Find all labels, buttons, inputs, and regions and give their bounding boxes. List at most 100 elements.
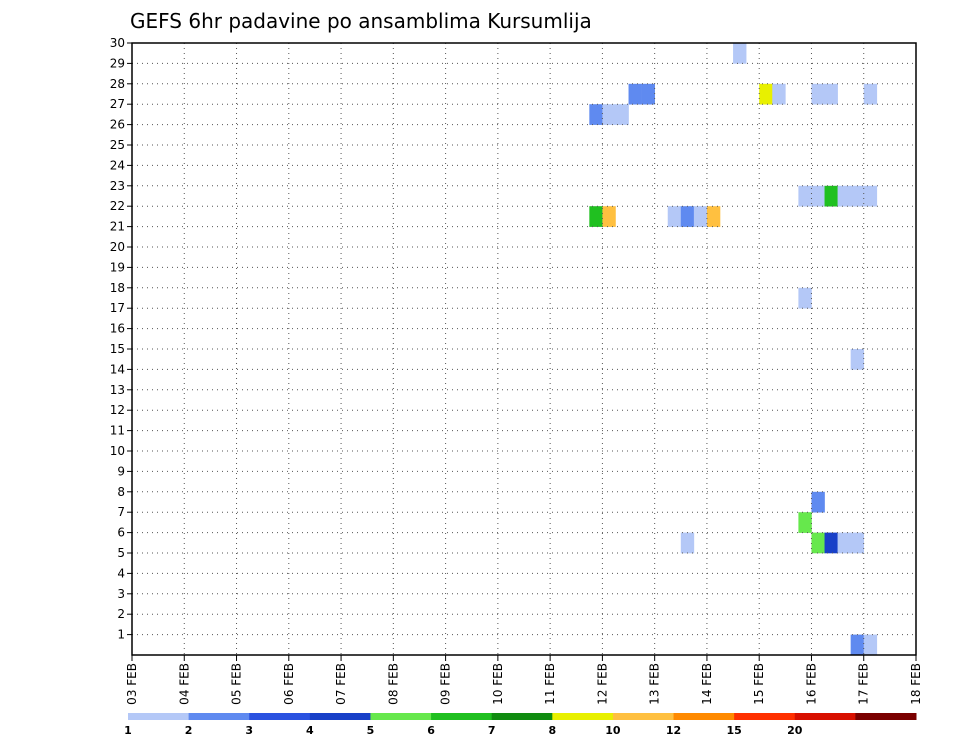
heatmap-cell-27	[680, 532, 695, 554]
y-tick-label-30: 30	[110, 36, 125, 50]
legend-label-0: 1	[124, 724, 132, 737]
y-tick-label-7: 7	[117, 505, 125, 519]
heatmap-cell-12	[811, 185, 825, 207]
legend-label-8: 10	[605, 724, 621, 737]
legend-swatch-7	[552, 713, 614, 720]
x-tick-label-2: 05 FEB	[230, 663, 244, 705]
heatmap-cell-2	[641, 83, 655, 105]
heatmap-cell-23	[798, 287, 812, 309]
x-tick-label-12: 15 FEB	[752, 663, 766, 705]
heatmap-cell-13	[824, 185, 838, 207]
y-tick-label-21: 21	[110, 220, 125, 234]
y-tick-label-28: 28	[110, 77, 125, 91]
heatmap-cell-1	[628, 83, 642, 105]
x-tick-label-7: 10 FEB	[491, 663, 505, 705]
heatmap-cell-22	[706, 206, 721, 227]
x-tick-label-3: 06 FEB	[282, 663, 296, 705]
y-tick-label-10: 10	[110, 444, 125, 458]
x-tick-label-0: 03 FEB	[125, 663, 139, 705]
y-tick-label-20: 20	[110, 240, 125, 254]
heatmap-cell-7	[863, 83, 878, 105]
x-tick-label-10: 13 FEB	[648, 663, 662, 705]
legend-swatch-1	[188, 713, 250, 720]
heatmap-cell-11	[798, 185, 812, 207]
y-tick-label-6: 6	[117, 526, 125, 540]
plot-frame	[131, 42, 917, 656]
y-tick-label-4: 4	[117, 566, 125, 580]
heatmap-cell-0	[733, 43, 747, 64]
y-tick-label-26: 26	[110, 118, 125, 132]
y-tick-label-12: 12	[110, 403, 125, 417]
x-tick-label-11: 14 FEB	[700, 663, 714, 705]
legend-swatch-11	[794, 713, 856, 720]
x-tick-label-8: 11 FEB	[543, 663, 557, 705]
y-tick-label-18: 18	[110, 281, 125, 295]
heatmap-cell-6	[824, 83, 838, 105]
heatmap-cell-25	[811, 491, 825, 513]
heatmap-cell-9	[602, 104, 616, 125]
y-tick-label-24: 24	[110, 158, 125, 172]
legend-swatch-5	[431, 713, 493, 720]
heatmap-cell-32	[850, 634, 865, 656]
legend-label-10: 15	[726, 724, 741, 737]
legend-label-1: 2	[185, 724, 193, 737]
legend-swatch-10	[734, 713, 796, 720]
heatmap-cell-18	[602, 206, 616, 227]
legend-swatch-0	[128, 713, 190, 720]
cells-layer	[589, 43, 878, 656]
legend-label-3: 4	[306, 724, 314, 737]
legend-swatch-8	[612, 713, 675, 720]
heatmap-cell-33	[863, 634, 878, 656]
heatmap-cell-4	[772, 83, 786, 105]
x-tick-label-6: 09 FEB	[439, 663, 453, 705]
y-tick-label-22: 22	[110, 199, 125, 213]
legend-swatch-12	[855, 713, 917, 720]
heatmap-cell-15	[850, 185, 865, 207]
heatmap-cell-16	[863, 185, 878, 207]
y-tick-label-11: 11	[110, 424, 125, 438]
y-tick-label-27: 27	[110, 97, 125, 111]
y-tick-label-29: 29	[110, 56, 125, 70]
legend-label-2: 3	[245, 724, 253, 737]
heatmap-cell-20	[680, 206, 695, 227]
x-tick-label-5: 08 FEB	[386, 663, 400, 705]
y-tick-label-17: 17	[110, 301, 125, 315]
legend-swatch-6	[491, 713, 553, 720]
x-tick-label-15: 18 FEB	[909, 663, 923, 705]
heatmap-cell-3	[759, 83, 773, 105]
x-tick-label-9: 12 FEB	[595, 663, 609, 705]
legend-swatch-9	[673, 713, 735, 720]
y-tick-label-1: 1	[117, 628, 125, 642]
heatmap-cell-24	[850, 349, 865, 370]
y-tick-label-3: 3	[117, 587, 125, 601]
x-tick-label-1: 04 FEB	[177, 663, 191, 705]
heatmap-cell-19	[667, 206, 682, 227]
heatmap-cell-21	[693, 206, 708, 227]
x-tick-label-13: 16 FEB	[804, 663, 818, 705]
y-tick-label-9: 9	[117, 464, 125, 478]
heatmap-cell-17	[589, 206, 603, 227]
y-tick-label-25: 25	[110, 138, 125, 152]
y-tick-label-15: 15	[110, 342, 125, 356]
y-tick-label-14: 14	[110, 362, 125, 376]
legend-swatch-2	[249, 713, 311, 720]
y-tick-label-5: 5	[117, 546, 125, 560]
legend-label-6: 7	[488, 724, 496, 737]
grid-layer	[131, 42, 917, 655]
y-tick-label-16: 16	[110, 322, 125, 336]
y-tick-label-13: 13	[110, 383, 125, 397]
chart-title: GEFS 6hr padavine po ansamblima Kursumli…	[130, 9, 592, 33]
y-tick-label-8: 8	[117, 485, 125, 499]
heatmap-cell-5	[811, 83, 825, 105]
heatmap-cell-30	[837, 532, 851, 554]
y-tick-label-2: 2	[117, 607, 125, 621]
axes-layer: 1234567891011121314151617181920212223242…	[110, 36, 923, 705]
legend-swatch-4	[370, 713, 432, 720]
legend-label-9: 12	[666, 724, 681, 737]
heatmap-cell-31	[850, 532, 865, 554]
heatmap-cell-10	[615, 104, 629, 125]
x-tick-label-4: 07 FEB	[334, 663, 348, 705]
legend-label-7: 8	[548, 724, 556, 737]
y-tick-label-23: 23	[110, 179, 125, 193]
